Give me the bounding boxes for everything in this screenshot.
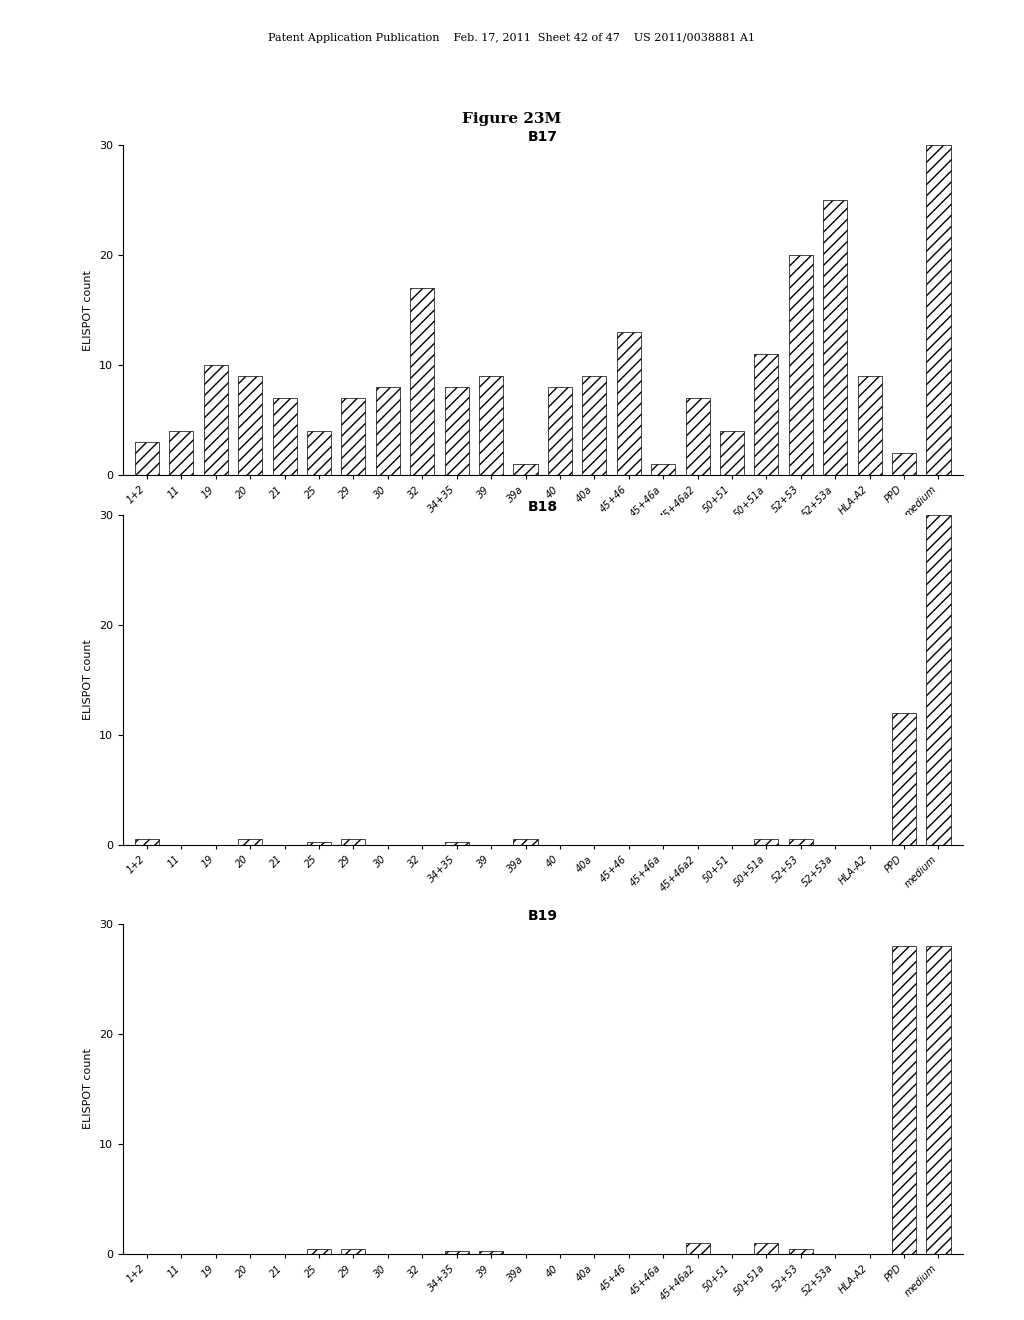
Bar: [788, 255, 813, 475]
Bar: [272, 399, 297, 475]
Bar: [444, 387, 469, 475]
Bar: [685, 1243, 710, 1254]
Bar: [927, 145, 950, 475]
Bar: [720, 432, 744, 475]
Bar: [651, 465, 675, 475]
Bar: [892, 453, 916, 475]
Bar: [341, 840, 366, 845]
Bar: [479, 376, 503, 475]
Bar: [927, 515, 950, 845]
Bar: [479, 1251, 503, 1254]
Bar: [341, 1249, 366, 1254]
Bar: [307, 432, 331, 475]
Bar: [513, 840, 538, 845]
Bar: [204, 366, 227, 475]
Bar: [444, 842, 469, 845]
Bar: [892, 713, 916, 845]
Y-axis label: ELISPOT count: ELISPOT count: [84, 1048, 93, 1130]
Bar: [685, 399, 710, 475]
Bar: [616, 333, 641, 475]
Bar: [823, 201, 847, 475]
Title: B19: B19: [527, 909, 558, 923]
Title: B18: B18: [527, 500, 558, 513]
Bar: [755, 354, 778, 475]
Bar: [755, 840, 778, 845]
Y-axis label: ELISPOT count: ELISPOT count: [84, 639, 93, 721]
Bar: [548, 387, 572, 475]
Bar: [755, 1243, 778, 1254]
Bar: [444, 1251, 469, 1254]
Bar: [788, 840, 813, 845]
Bar: [857, 376, 882, 475]
Bar: [583, 376, 606, 475]
Bar: [307, 842, 331, 845]
Bar: [135, 442, 159, 475]
Bar: [376, 387, 400, 475]
Bar: [788, 1249, 813, 1254]
Bar: [239, 376, 262, 475]
Text: Figure 23M: Figure 23M: [462, 112, 562, 127]
Title: B17: B17: [527, 131, 558, 144]
Bar: [411, 288, 434, 475]
Bar: [169, 432, 194, 475]
Y-axis label: ELISPOT count: ELISPOT count: [84, 269, 93, 351]
Bar: [135, 840, 159, 845]
Bar: [892, 946, 916, 1254]
Bar: [307, 1249, 331, 1254]
Bar: [927, 946, 950, 1254]
Bar: [341, 399, 366, 475]
Text: Patent Application Publication    Feb. 17, 2011  Sheet 42 of 47    US 2011/00388: Patent Application Publication Feb. 17, …: [268, 33, 756, 44]
Bar: [239, 840, 262, 845]
Bar: [513, 465, 538, 475]
